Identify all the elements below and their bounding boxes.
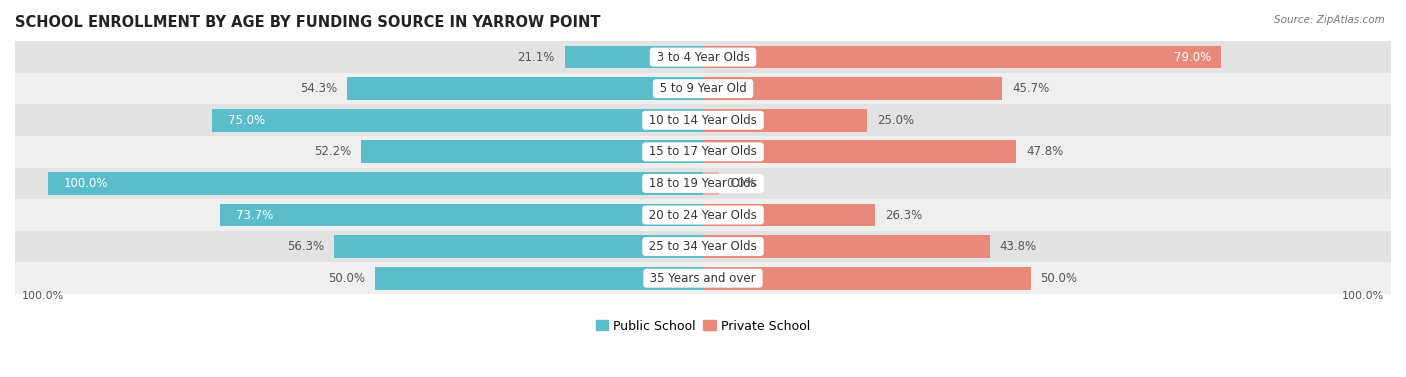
Text: 0.0%: 0.0%	[725, 177, 755, 190]
Text: 100.0%: 100.0%	[21, 291, 63, 300]
Text: 21.1%: 21.1%	[517, 51, 555, 64]
Bar	[703, 46, 1220, 69]
Text: 50.0%: 50.0%	[329, 272, 366, 285]
Bar	[703, 109, 868, 132]
Bar	[347, 77, 703, 100]
Text: 25.0%: 25.0%	[876, 114, 914, 127]
Bar	[565, 46, 703, 69]
Bar	[15, 104, 1391, 136]
Text: 43.8%: 43.8%	[1000, 240, 1038, 253]
Text: 18 to 19 Year Olds: 18 to 19 Year Olds	[645, 177, 761, 190]
Text: 25 to 34 Year Olds: 25 to 34 Year Olds	[645, 240, 761, 253]
Bar	[15, 41, 1391, 73]
Legend: Public School, Private School: Public School, Private School	[591, 314, 815, 337]
Bar	[221, 204, 703, 226]
Text: 47.8%: 47.8%	[1026, 146, 1063, 158]
Text: 3 to 4 Year Olds: 3 to 4 Year Olds	[652, 51, 754, 64]
Bar	[703, 77, 1002, 100]
Text: SCHOOL ENROLLMENT BY AGE BY FUNDING SOURCE IN YARROW POINT: SCHOOL ENROLLMENT BY AGE BY FUNDING SOUR…	[15, 15, 600, 30]
Text: 26.3%: 26.3%	[886, 208, 922, 222]
Bar	[15, 73, 1391, 104]
Bar	[15, 231, 1391, 262]
Bar	[375, 267, 703, 290]
Text: 50.0%: 50.0%	[1040, 272, 1077, 285]
Bar	[15, 168, 1391, 199]
Text: 52.2%: 52.2%	[314, 146, 352, 158]
Bar	[703, 172, 720, 195]
Text: 5 to 9 Year Old: 5 to 9 Year Old	[655, 82, 751, 95]
Bar	[361, 141, 703, 163]
Text: 15 to 17 Year Olds: 15 to 17 Year Olds	[645, 146, 761, 158]
Text: 20 to 24 Year Olds: 20 to 24 Year Olds	[645, 208, 761, 222]
Text: 10 to 14 Year Olds: 10 to 14 Year Olds	[645, 114, 761, 127]
Text: 45.7%: 45.7%	[1012, 82, 1049, 95]
Text: 79.0%: 79.0%	[1174, 51, 1211, 64]
Bar	[15, 136, 1391, 168]
Bar	[335, 235, 703, 258]
Bar	[48, 172, 703, 195]
Text: 75.0%: 75.0%	[228, 114, 266, 127]
Text: 54.3%: 54.3%	[301, 82, 337, 95]
Text: 35 Years and over: 35 Years and over	[647, 272, 759, 285]
Bar	[703, 235, 990, 258]
Bar	[703, 204, 876, 226]
Text: Source: ZipAtlas.com: Source: ZipAtlas.com	[1274, 15, 1385, 25]
Text: 100.0%: 100.0%	[1343, 291, 1385, 300]
Bar	[211, 109, 703, 132]
Text: 100.0%: 100.0%	[65, 177, 108, 190]
Bar	[703, 267, 1031, 290]
Text: 56.3%: 56.3%	[287, 240, 325, 253]
Text: 73.7%: 73.7%	[236, 208, 274, 222]
Bar	[703, 141, 1017, 163]
Bar	[15, 199, 1391, 231]
Bar	[15, 262, 1391, 294]
